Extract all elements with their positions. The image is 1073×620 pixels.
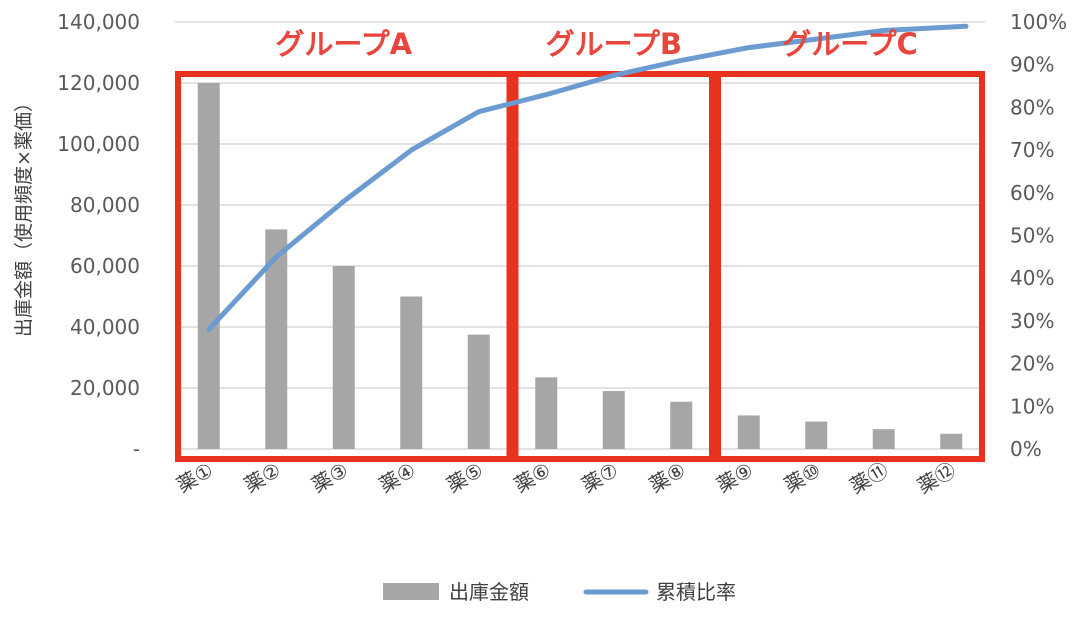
y2-tick-label: 60% bbox=[1010, 181, 1054, 205]
bar bbox=[197, 83, 220, 449]
y2-tick-label: 100% bbox=[1010, 10, 1067, 34]
y2-tick-label: 30% bbox=[1010, 309, 1054, 333]
y2-tick-label: 90% bbox=[1010, 53, 1054, 77]
bar bbox=[872, 429, 895, 449]
legend-line-label: 累積比率 bbox=[656, 580, 736, 604]
category-label: 薬⑪ bbox=[846, 458, 893, 499]
y-tick-label: 60,000 bbox=[70, 254, 140, 278]
y2-tick-label: 0% bbox=[1010, 437, 1042, 461]
y2-tick-label: 20% bbox=[1010, 352, 1054, 376]
y2-tick-label: 10% bbox=[1010, 394, 1054, 418]
right-axis-ticks: 0% 10% 20% 30% 40% 50% 60% 70% 80% 90% 100% bbox=[1010, 10, 1067, 461]
category-label: 薬② bbox=[240, 458, 285, 498]
category-label: 薬⑥ bbox=[510, 458, 555, 498]
y-tick-label: 100,000 bbox=[57, 132, 140, 156]
category-label: 薬⑨ bbox=[712, 458, 757, 498]
cumulative-series-line bbox=[206, 23, 969, 332]
group-box bbox=[715, 71, 985, 462]
y-tick-label: 120,000 bbox=[57, 71, 140, 95]
y-tick-label: - bbox=[133, 437, 140, 461]
group-box bbox=[175, 71, 513, 462]
bar bbox=[535, 377, 558, 449]
y2-tick-label: 50% bbox=[1010, 224, 1054, 248]
bar bbox=[940, 433, 963, 449]
category-label: 薬① bbox=[172, 458, 217, 498]
bar bbox=[805, 421, 828, 449]
category-label: 薬⑦ bbox=[577, 458, 622, 498]
bar bbox=[467, 334, 490, 449]
legend-bar-swatch bbox=[383, 583, 439, 600]
category-label: 薬⑧ bbox=[645, 458, 690, 498]
bar bbox=[265, 229, 288, 449]
left-axis-ticks: - 20,000 40,000 60,000 80,000 100,000 120,000 1… bbox=[57, 10, 140, 461]
bar bbox=[670, 401, 693, 449]
group-label: グループC bbox=[782, 27, 918, 61]
bar bbox=[737, 415, 760, 449]
category-label: 薬④ bbox=[375, 458, 420, 498]
y2-tick-label: 80% bbox=[1010, 95, 1054, 119]
group-label: グループA bbox=[275, 27, 412, 61]
y-tick-label: 20,000 bbox=[70, 376, 140, 400]
cumulative-line bbox=[206, 23, 969, 332]
category-labels: 薬① 薬② 薬③ 薬④ 薬⑤ 薬⑥ 薬⑦ 薬⑧ 薬⑨ 薬⑩ 薬⑪ 薬⑫ bbox=[172, 458, 959, 499]
category-label: 薬③ bbox=[307, 458, 352, 498]
category-label: 薬⑤ bbox=[442, 458, 487, 498]
y-axis-label: 出庫金額（使用頻度×薬価） bbox=[13, 93, 35, 337]
gridlines bbox=[175, 21, 985, 450]
y-tick-label: 40,000 bbox=[70, 315, 140, 339]
group-label: グループB bbox=[546, 27, 682, 61]
y2-tick-label: 40% bbox=[1010, 266, 1054, 290]
legend-bar-label: 出庫金額 bbox=[449, 580, 529, 604]
group-labels: グループA グループB グループC bbox=[275, 27, 917, 61]
bar bbox=[400, 296, 423, 449]
bar bbox=[602, 391, 625, 449]
bar bbox=[332, 266, 355, 449]
y-tick-label: 140,000 bbox=[57, 10, 140, 34]
y2-tick-label: 70% bbox=[1010, 138, 1054, 162]
category-label: 薬⑫ bbox=[913, 458, 960, 499]
bars bbox=[197, 83, 963, 449]
category-label: 薬⑩ bbox=[780, 458, 825, 498]
y-tick-label: 80,000 bbox=[70, 193, 140, 217]
legend: 出庫金額 累積比率 bbox=[383, 580, 736, 604]
